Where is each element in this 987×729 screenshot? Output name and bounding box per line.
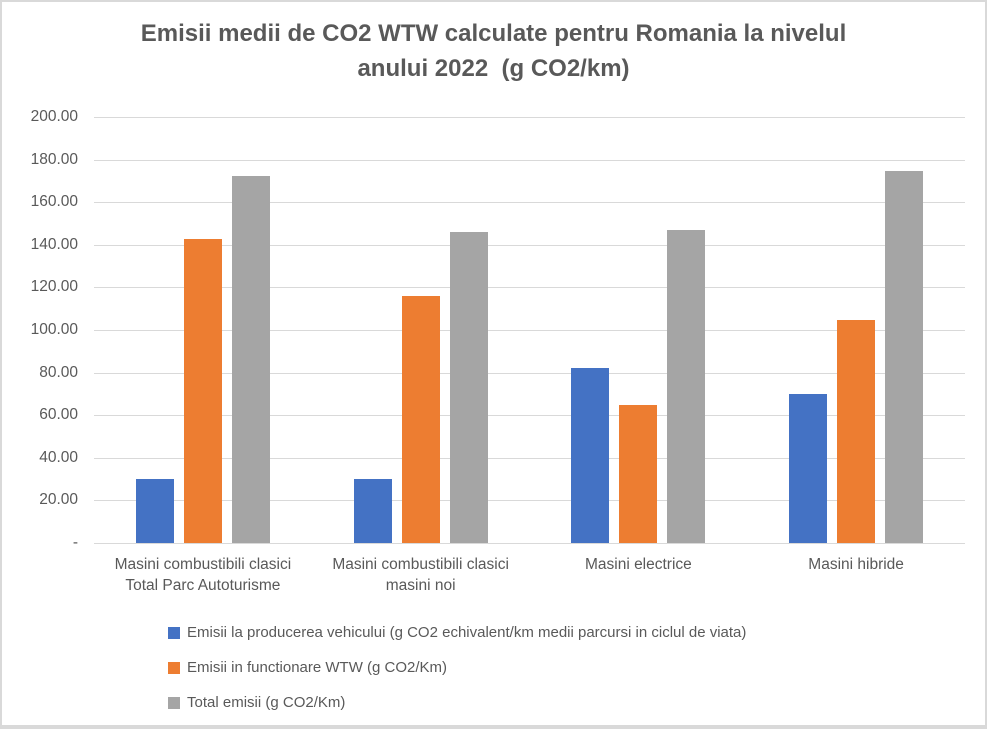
- bar-group: [94, 117, 312, 543]
- y-axis: 200.00 180.00 160.00 140.00 120.00 100.00 80.0…: [2, 2, 78, 725]
- legend-label: Emisii la producerea vehicului (g CO2 ec…: [187, 624, 747, 641]
- gridline: [94, 159, 965, 161]
- gridline: [94, 415, 965, 417]
- bar: [449, 232, 488, 543]
- bar: [231, 175, 270, 543]
- bar-group: [530, 117, 748, 543]
- x-category-label: Masini combustibili clasici masini noi: [332, 556, 509, 594]
- bar: [667, 229, 706, 543]
- x-category-label: Masini hibride: [808, 556, 904, 573]
- gridline: [94, 372, 965, 374]
- bar-group: [312, 117, 530, 543]
- bar: [183, 239, 222, 543]
- legend-label: Emisii in functionare WTW (g CO2/Km): [187, 659, 448, 676]
- bar: [571, 368, 610, 543]
- y-tick-label: 180.00: [30, 150, 78, 168]
- y-tick-label: 20.00: [39, 491, 78, 509]
- x-category-label: Masini combustibili clasici Total Parc A…: [114, 556, 292, 594]
- y-tick-label: 160.00: [30, 193, 78, 211]
- plot-area: [94, 117, 965, 544]
- y-tick-label: 60.00: [39, 406, 78, 424]
- y-tick-label: 200.00: [30, 108, 78, 125]
- legend-label: Total emisii (g CO2/Km): [187, 694, 346, 711]
- y-tick-label: -: [72, 534, 78, 551]
- y-tick-label: 100.00: [30, 321, 78, 338]
- bar: [619, 404, 658, 543]
- x-axis: Masini combustibili clasici Total Parc A…: [94, 554, 965, 604]
- y-tick-label: 80.00: [39, 363, 78, 381]
- legend-swatch-icon: [168, 627, 180, 639]
- y-tick-label: 40.00: [39, 448, 78, 466]
- legend-item: Emisii in functionare WTW (g CO2/Km): [168, 659, 746, 677]
- bar: [135, 479, 174, 543]
- bar: [837, 320, 876, 543]
- bar: [401, 295, 440, 543]
- bar-group: [747, 117, 965, 543]
- legend-item: Emisii la producerea vehicului (g CO2 ec…: [168, 624, 746, 642]
- gridline: [94, 244, 965, 246]
- legend-item: Total emisii (g CO2/Km): [168, 694, 746, 712]
- gridline: [94, 543, 965, 544]
- bar: [885, 171, 924, 543]
- x-category-label: Masini electrice: [584, 556, 692, 573]
- y-tick-label: 120.00: [30, 278, 78, 296]
- legend: Emisii la producerea vehicului (g CO2 ec…: [168, 624, 746, 712]
- gridline: [94, 202, 965, 204]
- legend-swatch-icon: [168, 662, 180, 674]
- gridline: [94, 330, 965, 331]
- bar: [789, 393, 828, 543]
- chart-title: Emisii medii de CO2 WTW calculate pentru…: [140, 20, 847, 82]
- bar: [353, 479, 392, 543]
- legend-swatch-icon: [168, 697, 180, 709]
- gridline: [94, 500, 965, 502]
- gridline: [94, 117, 965, 118]
- y-tick-label: 140.00: [30, 235, 78, 253]
- gridline: [94, 287, 965, 289]
- gridline: [94, 457, 965, 459]
